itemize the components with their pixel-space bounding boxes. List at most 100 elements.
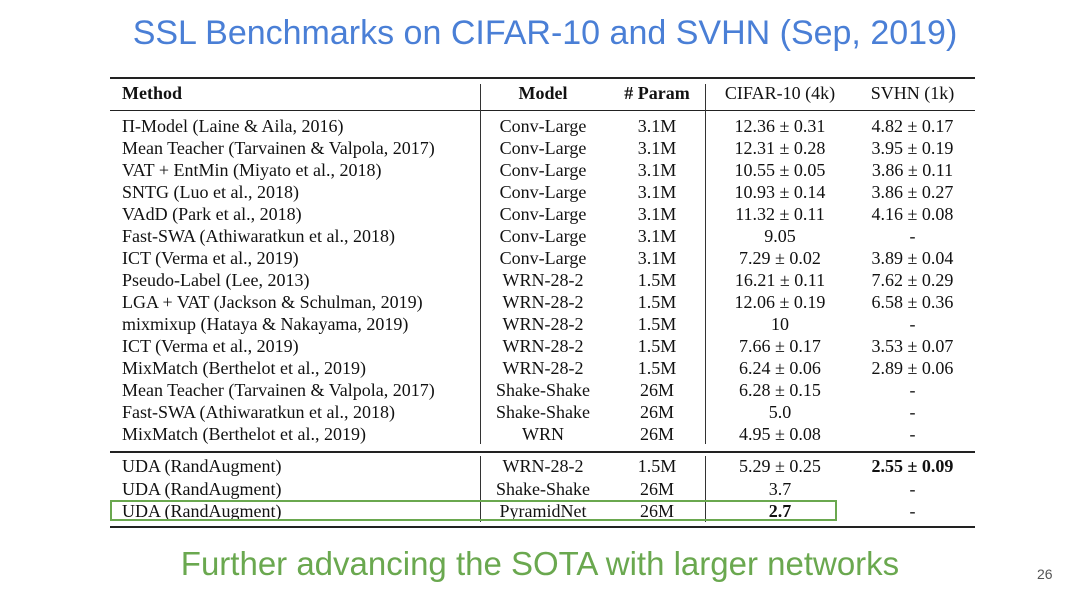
cell-method: UDA (RandAugment) (122, 478, 282, 499)
cell-param: 1.5M (637, 270, 677, 290)
table-row: Mean Teacher (Tarvainen & Valpola, 2017)… (110, 379, 975, 401)
cell-param: 26M (639, 478, 674, 499)
cell-cifar10: 10 (771, 314, 789, 334)
cell-method: SNTG (Luo et al., 2018) (122, 182, 299, 202)
cell-param: 3.1M (637, 116, 677, 136)
cell-method: LGA + VAT (Jackson & Schulman, 2019) (122, 292, 423, 312)
cell-param: 3.1M (637, 248, 677, 268)
table-row: ICT (Verma et al., 2019) Conv-Large 3.1M 7.… (110, 247, 975, 269)
header-cifar10: CIFAR-10 (4k) (724, 83, 836, 103)
cell-cifar10: 12.31 ± 0.28 (734, 138, 826, 158)
cell-cifar10: 3.7 (768, 478, 792, 499)
cell-svhn: 7.62 ± 0.29 (871, 270, 954, 290)
column-divider (480, 84, 481, 444)
page-number: 26 (1037, 566, 1053, 582)
cell-method: mixmixup (Hataya & Nakayama, 2019) (122, 314, 409, 334)
cell-model: Conv-Large (499, 248, 587, 268)
cell-method: VAdD (Park et al., 2018) (122, 204, 302, 224)
cell-model: Shake-Shake (496, 402, 590, 422)
table-row: MixMatch (Berthelot et al., 2019) WRN 26M 4… (110, 423, 975, 445)
table-row: LGA + VAT (Jackson & Schulman, 2019) WRN-… (110, 291, 975, 313)
cell-model: WRN-28-2 (502, 270, 584, 290)
cell-svhn: - (909, 380, 916, 400)
highlight-box (110, 500, 837, 521)
cell-param: 1.5M (637, 314, 677, 334)
header-rule (110, 110, 975, 111)
cell-svhn: - (909, 501, 916, 521)
cell-method: UDA (RandAugment) (122, 501, 282, 521)
cell-param: 3.1M (637, 160, 677, 180)
table-top-rule (110, 77, 975, 79)
cell-model: Conv-Large (499, 226, 587, 246)
cell-cifar10: 7.29 ± 0.02 (739, 248, 821, 268)
cell-param: 3.1M (637, 226, 677, 246)
cell-svhn: 3.89 ± 0.04 (871, 248, 954, 268)
table-row: Mean Teacher (Tarvainen & Valpola, 2017)… (110, 137, 975, 159)
table-row: VAdD (Park et al., 2018) Conv-Large 3.1M 11… (110, 203, 975, 225)
table-row: MixMatch (Berthelot et al., 2019) WRN-28-… (110, 357, 975, 379)
header-method: Method (122, 83, 182, 103)
table-row: UDA (RandAugment) WRN-28-2 1.5M 5.29 ± 0.25… (110, 455, 975, 477)
cell-cifar10: 12.36 ± 0.31 (734, 116, 826, 136)
cell-method: Mean Teacher (Tarvainen & Valpola, 2017) (122, 138, 435, 158)
cell-svhn: - (909, 424, 916, 444)
cell-svhn: - (909, 226, 916, 246)
cell-cifar10: 5.29 ± 0.25 (739, 456, 821, 476)
table-row: VAT + EntMin (Miyato et al., 2018) Conv-L… (110, 159, 975, 181)
table-row: UDA (RandAugment) PyramidNet 26M 2.7 - (110, 500, 975, 522)
cell-cifar10: 16.21 ± 0.11 (734, 270, 826, 290)
table-row: Π-Model (Laine & Aila, 2016) Conv-Large 3.… (110, 115, 975, 137)
cell-cifar10: 2.7 (768, 501, 792, 521)
cell-model: WRN-28-2 (502, 314, 584, 334)
cell-method: UDA (RandAugment) (122, 456, 282, 476)
cell-model: WRN-28-2 (502, 292, 584, 312)
cell-cifar10: 6.24 ± 0.06 (739, 358, 821, 378)
column-divider (705, 456, 706, 522)
cell-method: ICT (Verma et al., 2019) (122, 336, 299, 356)
section-rule (110, 451, 975, 453)
table-row: ICT (Verma et al., 2019) WRN-28-2 1.5M 7.66… (110, 335, 975, 357)
cell-model: WRN-28-2 (502, 336, 584, 356)
cell-param: 3.1M (637, 182, 677, 202)
slide-title: SSL Benchmarks on CIFAR-10 and SVHN (Sep… (132, 14, 958, 52)
cell-method: ICT (Verma et al., 2019) (122, 248, 299, 268)
cell-svhn: 6.58 ± 0.36 (871, 292, 954, 312)
table-row: UDA (RandAugment) Shake-Shake 26M 3.7 - (110, 478, 975, 500)
cell-param: 3.1M (637, 138, 677, 158)
cell-model: Conv-Large (499, 182, 587, 202)
cell-param: 26M (639, 424, 674, 444)
column-divider (705, 84, 706, 444)
cell-param: 26M (639, 501, 674, 521)
cell-cifar10: 7.66 ± 0.17 (739, 336, 821, 356)
cell-model: WRN-28-2 (502, 456, 584, 476)
header-param: # Param (624, 83, 690, 103)
cell-svhn: 3.86 ± 0.27 (871, 182, 954, 202)
cell-cifar10: 6.28 ± 0.15 (739, 380, 821, 400)
cell-model: Shake-Shake (496, 380, 590, 400)
cell-method: Π-Model (Laine & Aila, 2016) (122, 116, 344, 136)
cell-svhn: - (909, 314, 916, 334)
cell-model: Shake-Shake (496, 478, 590, 499)
table-bottom-rule (110, 526, 975, 528)
cell-model: Conv-Large (499, 204, 587, 224)
cell-cifar10: 4.95 ± 0.08 (739, 424, 821, 444)
cell-param: 1.5M (637, 336, 677, 356)
cell-method: Fast-SWA (Athiwaratkun et al., 2018) (122, 226, 395, 246)
cell-cifar10: 10.55 ± 0.05 (734, 160, 826, 180)
cell-cifar10: 9.05 (764, 226, 796, 246)
table-row: Fast-SWA (Athiwaratkun et al., 2018) Conv… (110, 225, 975, 247)
cell-model: WRN-28-2 (502, 358, 584, 378)
cell-svhn: 3.95 ± 0.19 (871, 138, 954, 158)
cell-param: 1.5M (637, 358, 677, 378)
cell-param: 26M (639, 402, 674, 422)
header-model: Model (518, 83, 568, 103)
table-row: Pseudo-Label (Lee, 2013) WRN-28-2 1.5M 16.2… (110, 269, 975, 291)
table-header-row: Method Model # Param CIFAR-10 (4k) SVHN … (110, 82, 975, 104)
cell-svhn: 2.55 ± 0.09 (871, 456, 954, 476)
cell-model: Conv-Large (499, 160, 587, 180)
cell-model: Conv-Large (499, 138, 587, 158)
cell-svhn: 4.82 ± 0.17 (871, 116, 954, 136)
cell-svhn: 3.86 ± 0.11 (871, 160, 954, 180)
cell-method: VAT + EntMin (Miyato et al., 2018) (122, 160, 382, 180)
cell-cifar10: 10.93 ± 0.14 (734, 182, 826, 202)
